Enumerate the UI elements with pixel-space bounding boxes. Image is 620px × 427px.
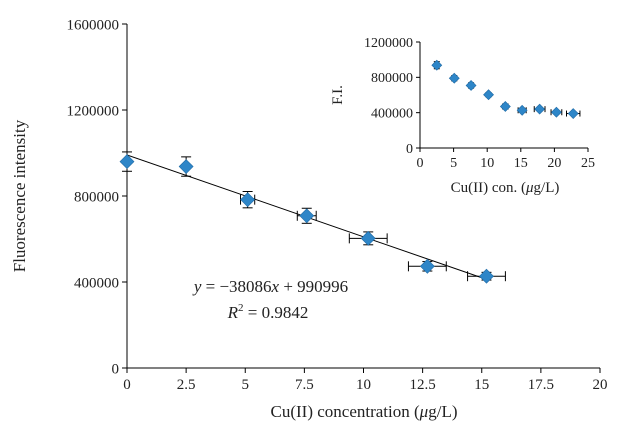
inset-x-tick-label: 10 xyxy=(480,156,494,171)
inset-x-tick-label: 20 xyxy=(547,156,561,171)
inset-y-tick-label: 1200000 xyxy=(364,36,413,51)
main-points xyxy=(119,151,506,284)
main-y-axis-title: Fluorescence intensity xyxy=(10,119,29,272)
inset-x-tick-label: 15 xyxy=(514,156,528,171)
inset-data-point xyxy=(483,89,494,101)
main-data-point-group xyxy=(467,268,506,284)
r-var: R xyxy=(227,303,239,322)
inset-data-point xyxy=(465,80,477,91)
main-data-point xyxy=(419,258,435,274)
inset-ticks: 0 5 10 15 20 25 0 400000 800000 1200000 xyxy=(364,36,595,171)
main-data-point-group xyxy=(119,151,135,172)
main-y-tick-label: 1200000 xyxy=(67,103,120,119)
eq-part: = −38086 xyxy=(201,277,271,296)
main-y-tick-label: 400000 xyxy=(74,275,119,291)
eq-x-var: x xyxy=(271,277,280,296)
main-data-point xyxy=(299,208,315,224)
inset-data-point-group xyxy=(565,108,581,119)
main-data-point-group xyxy=(296,207,317,224)
main-data-point xyxy=(178,159,194,174)
r-rest: = 0.9842 xyxy=(244,303,309,322)
fit-equation: y = −38086x + 990996 xyxy=(192,277,348,296)
inset-data-point-group xyxy=(465,80,477,91)
inset-points xyxy=(431,59,581,119)
inset-x-tick-label: 25 xyxy=(581,156,595,171)
main-plot: 0 2.5 5 7.5 10 12.5 15 17.5 20040000080000012000… xyxy=(10,17,608,421)
eq-y-var: y xyxy=(192,277,202,296)
main-data-point xyxy=(479,268,494,284)
main-x-axis-title-mu: μ xyxy=(419,402,429,421)
inset-plot: 0 5 10 15 20 25 0 400000 800000 1200000 F.I. Cu(I… xyxy=(330,36,595,196)
main-x-axis-title: Cu(II) concentration (μg/L) xyxy=(271,402,458,421)
main-data-point-group xyxy=(240,190,256,209)
main-x-tick-label: 20 xyxy=(593,377,608,393)
inset-data-point xyxy=(550,106,562,118)
inset-y-tick-label: 0 xyxy=(406,142,413,157)
main-x-tick-label: 17.5 xyxy=(528,377,554,393)
main-data-point xyxy=(119,154,135,170)
inset-data-point-group xyxy=(483,89,494,101)
main-x-tick-label: 7.5 xyxy=(295,377,314,393)
inset-data-point xyxy=(448,72,460,84)
main-data-point xyxy=(360,230,376,246)
inset-y-tick-label: 800000 xyxy=(371,71,413,86)
main-y-tick-label: 1600000 xyxy=(67,17,120,33)
inset-x-axis-title-mu: μ xyxy=(525,180,534,196)
main-x-tick-label: 2.5 xyxy=(177,377,196,393)
main-data-point-group xyxy=(348,230,388,246)
main-y-tick-label: 0 xyxy=(112,361,120,377)
main-x-tick-label: 10 xyxy=(356,377,371,393)
main-x-axis-title-unit: g/L) xyxy=(428,402,457,421)
inset-x-axis-title-main: Cu(II) con. ( xyxy=(451,180,526,196)
inset-data-point-group xyxy=(499,101,511,112)
main-y-tick-label: 800000 xyxy=(74,189,119,205)
inset-data-point xyxy=(534,103,546,115)
r-squared: R2 = 0.9842 xyxy=(227,302,309,322)
eq-rest: + 990996 xyxy=(279,277,348,296)
main-x-tick-label: 15 xyxy=(474,377,489,393)
inset-x-axis-title-unit: g/L) xyxy=(534,180,560,196)
inset-data-point-group xyxy=(533,103,546,115)
inset-data-point-group xyxy=(550,106,563,118)
inset-data-point-group xyxy=(516,104,528,116)
main-x-tick-label: 0 xyxy=(123,377,131,393)
main-x-tick-label: 5 xyxy=(242,377,250,393)
inset-data-point xyxy=(431,59,443,71)
inset-y-axis-title: F.I. xyxy=(330,85,346,105)
main-ticks: 0 2.5 5 7.5 10 12.5 15 17.5 20040000080000012000… xyxy=(67,17,608,393)
r-sup: 2 xyxy=(238,302,244,314)
main-data-point-group xyxy=(178,156,194,177)
inset-y-tick-label: 400000 xyxy=(371,107,413,122)
inset-data-point-group xyxy=(431,59,443,71)
inset-data-point-group xyxy=(448,72,460,84)
inset-data-point xyxy=(499,101,511,112)
main-x-tick-label: 12.5 xyxy=(410,377,436,393)
inset-x-tick-label: 0 xyxy=(417,156,424,171)
inset-data-point xyxy=(516,104,528,116)
main-data-point-group xyxy=(407,258,447,274)
main-data-point xyxy=(240,192,256,208)
inset-data-point xyxy=(567,108,579,119)
inset-x-tick-label: 5 xyxy=(450,156,457,171)
inset-x-axis-title: Cu(II) con. (μg/L) xyxy=(451,180,560,196)
main-x-axis-title-main: Cu(II) concentration ( xyxy=(271,402,420,421)
